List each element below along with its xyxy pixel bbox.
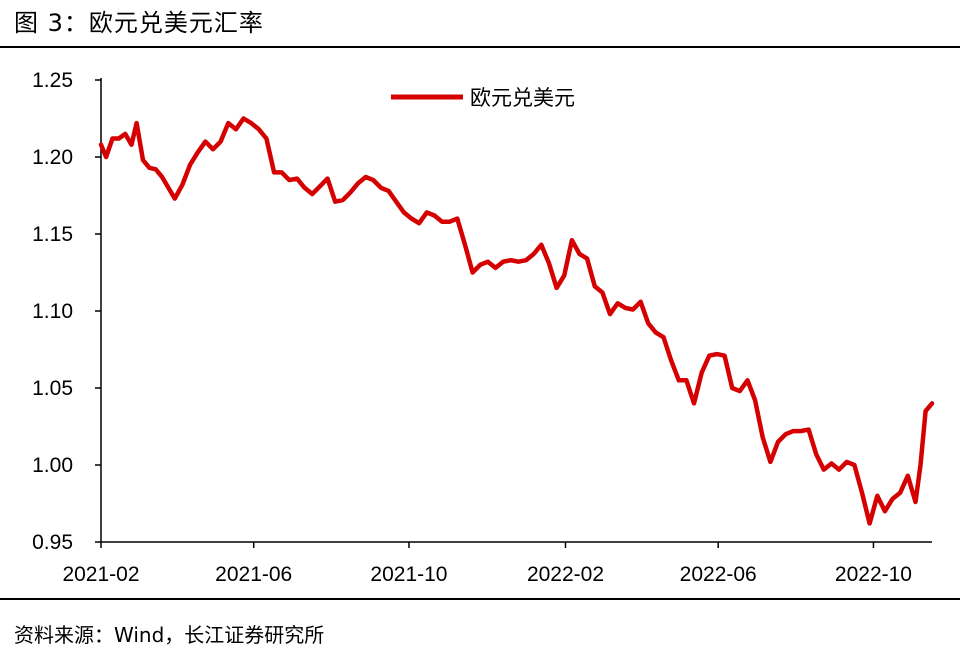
y-tick-label: 0.95	[32, 531, 73, 554]
x-axis-ticks: 2021-02 2021-06 2021-10 2022-02 2022-06 2022-…	[62, 542, 912, 586]
x-tick-label: 2022-02	[527, 563, 604, 586]
legend-label: 欧元兑美元	[470, 86, 575, 110]
source-note: 资料来源：Wind，长江证券研究所	[14, 623, 325, 647]
x-tick-label: 2022-10	[835, 563, 912, 586]
y-tick-label: 1.05	[32, 377, 73, 400]
y-axis-ticks: 0.95 1.00 1.05 1.10 1.15 1.20 1.25	[32, 69, 101, 554]
figure-title: 图 3：欧元兑美元汇率	[14, 9, 264, 37]
x-tick-label: 2021-10	[370, 563, 447, 586]
bottom-divider	[0, 598, 960, 600]
legend: 欧元兑美元	[391, 86, 575, 110]
y-tick-label: 1.15	[32, 223, 73, 246]
y-tick-label: 1.00	[32, 454, 73, 477]
x-tick-label: 2021-02	[62, 563, 139, 586]
x-tick-label: 2022-06	[680, 563, 757, 586]
series-line-eurusd	[98, 116, 935, 526]
y-tick-label: 1.25	[32, 69, 73, 92]
y-tick-label: 1.20	[32, 146, 73, 169]
y-tick-label: 1.10	[32, 300, 73, 323]
x-tick-label: 2021-06	[215, 563, 292, 586]
top-divider	[0, 46, 960, 48]
chart-area: 0.951.001.051.101.151.201.25 2021-02 2021…	[32, 69, 935, 586]
